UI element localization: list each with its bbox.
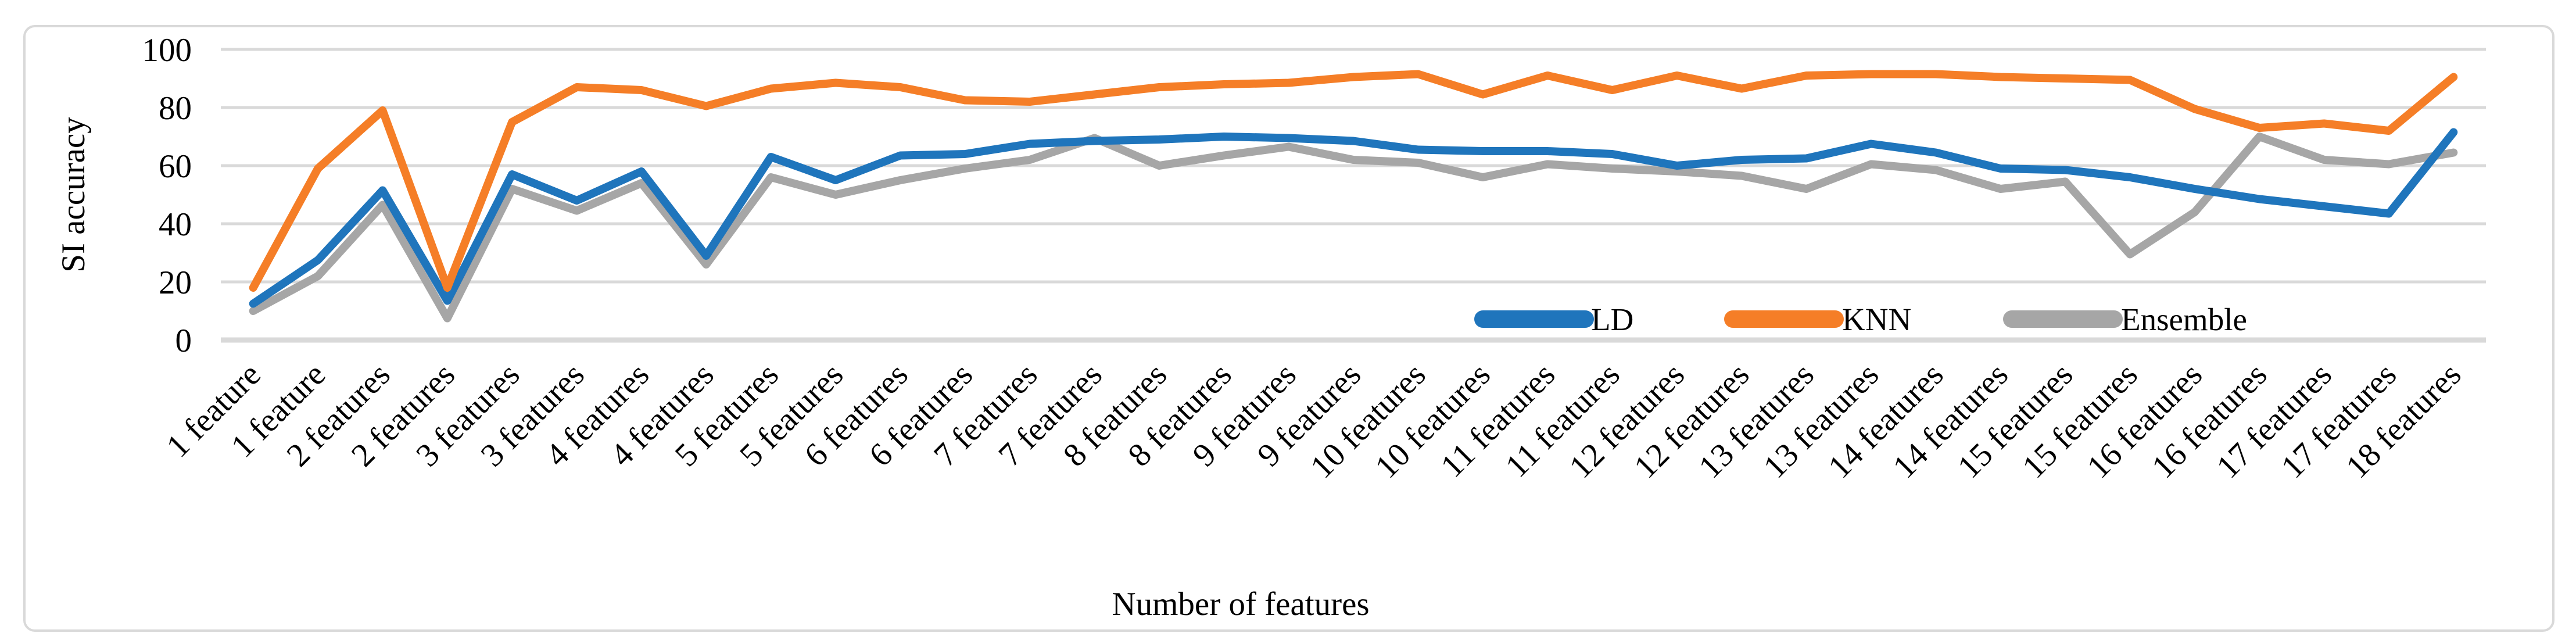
y-tick-label: 100 <box>142 32 192 69</box>
series-line-knn <box>249 70 2458 292</box>
x-axis-title: Number of features <box>1112 586 1369 622</box>
legend-item-ensemble: Ensemble <box>2003 302 2247 337</box>
y-tick-label: 0 <box>175 323 192 359</box>
y-tick-label: 20 <box>159 264 192 301</box>
legend: LD KNN Ensemble <box>1474 302 2247 337</box>
legend-label-ld: LD <box>1591 302 1633 337</box>
series-line-ensemble <box>249 133 2458 323</box>
legend-item-ld: LD <box>1474 302 1633 337</box>
y-tick-label: 80 <box>159 90 192 127</box>
legend-label-knn: KNN <box>1842 302 1911 337</box>
legend-label-ensemble: Ensemble <box>2121 302 2247 337</box>
y-axis-title: SI accuracy <box>55 117 92 273</box>
y-tick-label: 40 <box>159 206 192 243</box>
legend-item-knn: KNN <box>1724 302 1911 337</box>
figure-border <box>23 25 2554 632</box>
series-line-ld <box>249 128 2458 308</box>
y-tick-label: 60 <box>159 148 192 185</box>
